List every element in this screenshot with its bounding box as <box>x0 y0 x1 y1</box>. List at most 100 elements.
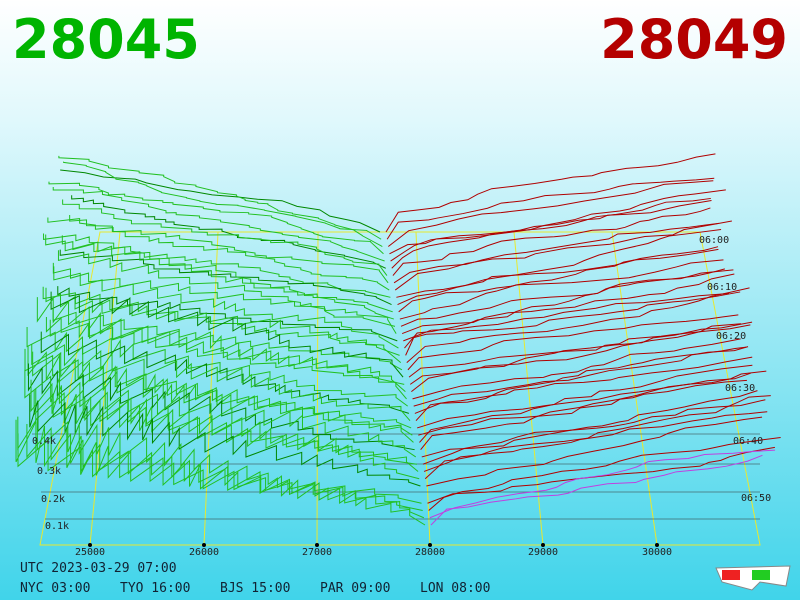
price-label: 30000 <box>642 547 672 558</box>
ask-curve <box>385 153 716 233</box>
time-label: 06:50 <box>741 493 771 504</box>
ask-curve <box>391 197 711 269</box>
bid-curve <box>52 308 403 371</box>
ask-curve <box>386 177 715 240</box>
time-label: 06:10 <box>707 282 737 293</box>
price-label: 25000 <box>75 547 105 558</box>
bid-curve <box>58 155 383 247</box>
bid-curve <box>63 161 382 240</box>
ask-curve <box>388 180 714 247</box>
ask-curve <box>427 446 775 504</box>
bid-curve <box>43 233 391 298</box>
tick-dot <box>88 543 92 547</box>
waterfall <box>15 153 781 547</box>
tick-dot <box>655 543 659 547</box>
bid-curve <box>52 186 385 262</box>
ask-curve <box>419 364 753 443</box>
price-label: 27000 <box>302 547 332 558</box>
ask-curve <box>390 199 712 262</box>
ask-curve <box>420 372 751 451</box>
bid-curve <box>36 296 407 400</box>
bid-curve <box>71 195 386 269</box>
ask-curve <box>400 269 734 327</box>
depth-label: 0.4k <box>32 436 56 447</box>
glasses-icon <box>715 565 791 591</box>
clock: NYC 03:00 <box>20 581 90 596</box>
bid-curve <box>48 181 384 255</box>
ask-curve <box>399 259 724 320</box>
grid-line <box>203 231 219 546</box>
ask-curve <box>428 436 781 511</box>
bid-curve <box>35 388 420 480</box>
clock: TYO 16:00 <box>120 581 190 596</box>
bid-curve <box>59 249 392 306</box>
ask-curve <box>407 314 739 371</box>
ask-curve <box>412 338 741 400</box>
time-label: 06:00 <box>699 235 729 246</box>
ask-curve <box>408 324 751 378</box>
best-ask: 28049 <box>600 8 788 71</box>
bid-curve <box>26 327 408 407</box>
bid-curve <box>30 379 419 472</box>
ask-curve <box>406 287 750 363</box>
ask-curve <box>404 268 725 349</box>
best-bid: 28045 <box>12 8 200 71</box>
ask-curve <box>418 379 747 436</box>
ask-curve <box>398 248 719 313</box>
tick-dot <box>202 543 206 547</box>
bid-curve <box>52 262 397 334</box>
bid-curve <box>69 214 390 291</box>
bid-curve <box>61 235 393 313</box>
bid-curve <box>24 348 412 429</box>
ask-curve <box>424 411 768 480</box>
ask-curve <box>397 246 719 306</box>
price-label: 28000 <box>415 547 445 558</box>
bid-curve <box>45 316 405 385</box>
bid-curve <box>42 286 400 356</box>
depth-label: 0.1k <box>45 521 69 532</box>
ask-curve <box>403 293 730 342</box>
ask-curve <box>421 390 758 458</box>
bid-curve <box>26 424 423 511</box>
clock: PAR 09:00 <box>320 581 390 596</box>
ask-curve <box>429 449 776 519</box>
bid-curve <box>62 199 388 276</box>
time-label: 06:30 <box>725 383 755 394</box>
bid-curve <box>15 419 426 526</box>
ask-curve <box>411 323 742 393</box>
tick-dot <box>428 543 432 547</box>
ask-curve <box>393 222 719 284</box>
ask-curve <box>392 207 711 276</box>
clock: LON 08:00 <box>420 581 490 596</box>
bid-curve <box>49 319 406 393</box>
depth-label: 0.2k <box>41 494 65 505</box>
bid-curve <box>17 433 425 519</box>
bid-curve <box>50 291 404 378</box>
tick-dot <box>315 543 319 547</box>
bid-curve <box>47 217 389 284</box>
ask-curve <box>401 273 735 335</box>
ask-curve <box>426 416 763 487</box>
bid-curve <box>53 266 399 349</box>
bid-curve <box>31 343 411 421</box>
ask-curve <box>394 220 732 291</box>
bid-curve <box>45 234 394 320</box>
ask-curve <box>405 291 741 356</box>
utc-time: UTC 2023-03-29 07:00 <box>20 561 177 576</box>
depth-label: 0.3k <box>37 466 61 477</box>
bid-curve <box>60 169 381 233</box>
price-label: 26000 <box>189 547 219 558</box>
ask-curve <box>409 321 753 385</box>
time-label: 06:20 <box>716 331 746 342</box>
ask-curve <box>430 454 763 526</box>
ask-curve <box>422 399 766 465</box>
bid-curve <box>45 287 402 363</box>
grid-line <box>415 231 431 546</box>
ask-curve <box>417 370 767 429</box>
price-label: 29000 <box>528 547 558 558</box>
bid-curve <box>27 363 415 451</box>
ask-curve <box>414 346 749 414</box>
